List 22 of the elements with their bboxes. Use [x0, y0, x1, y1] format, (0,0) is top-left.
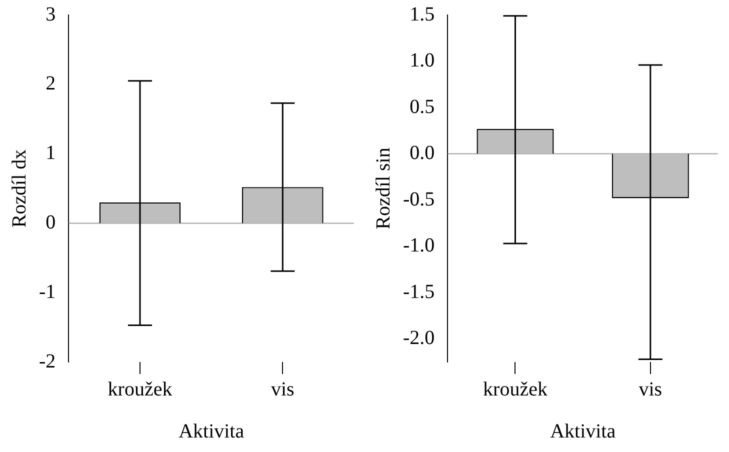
x-tick-label: kroužek [483, 378, 548, 400]
x-tick-label: vis [638, 378, 662, 400]
x-tick-label: vis [270, 378, 295, 400]
y-tick-label: -1.0 [402, 234, 435, 257]
x-axis-title: Aktivita [178, 420, 244, 442]
y-tick-label: -1.5 [402, 280, 435, 303]
x-tick-label: kroužek [108, 378, 172, 400]
y-tick-label: 0.0 [410, 142, 435, 164]
y-axis-title: Rozdíl sin [372, 148, 394, 230]
y-tick-label: -1 [38, 280, 56, 303]
y-tick-label: 1.5 [410, 3, 435, 26]
y-tick-label: 0.5 [410, 96, 435, 118]
y-tick-label: 1 [46, 142, 56, 164]
x-axis-title: Aktivita [550, 420, 616, 442]
y-tick-label: 1.0 [410, 50, 435, 72]
y-tick-label: -0.5 [402, 188, 435, 210]
y-tick-label: 2 [46, 72, 56, 95]
y-tick-label: -2.0 [402, 327, 435, 350]
y-axis-title: Rozdíl dx [8, 149, 30, 228]
y-tick-label: 3 [46, 3, 56, 26]
y-tick-label: -2 [38, 350, 56, 372]
y-tick-label: 0 [46, 211, 56, 234]
